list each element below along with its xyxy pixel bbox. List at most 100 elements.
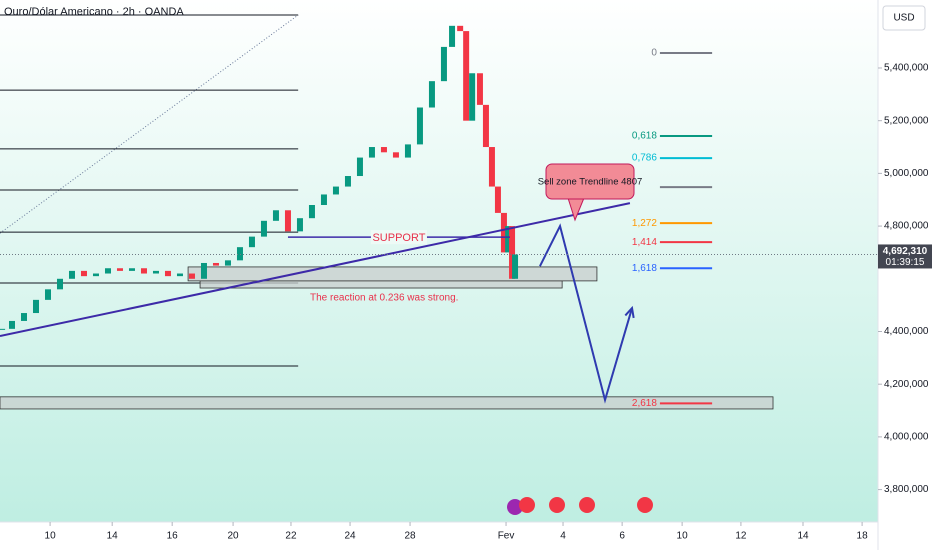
chart-title: Ouro/Dólar Americano · 2h · OANDA [4,6,184,18]
currency: USD [893,13,914,24]
candle [188,273,195,279]
y-tick-label: 5,400,000 [884,63,929,74]
event-icons [507,497,653,515]
candle [200,262,207,279]
candle [356,157,363,177]
candle [440,46,447,82]
candle [392,152,399,158]
support-label-bg [370,230,427,245]
candle [332,186,339,195]
candle [320,194,327,206]
candle [344,176,351,187]
x-tick-label: Fev [498,531,515,542]
countdown: 01:39:15 [886,257,925,268]
candle [92,273,99,277]
candle [152,270,159,274]
candle [505,226,512,253]
candle [0,328,6,330]
x-tick-label: 14 [797,531,809,542]
event-icon[interactable] [637,497,653,513]
candle [509,226,516,279]
candle [56,278,63,290]
candle [236,247,243,261]
y-tick-label: 5,000,000 [884,168,929,179]
x-tick-label: 28 [404,531,416,542]
candle [368,147,375,158]
support-label: SUPPORT [372,232,425,244]
projection [539,223,633,404]
x-tick-label: 24 [344,531,356,542]
fib-label: 1,414 [632,237,657,248]
y-tick-label: 5,200,000 [884,115,929,126]
fib-label: 2,618 [632,398,657,409]
candle [476,73,483,105]
x-tick-label: 10 [677,531,689,542]
x-tick-label: 4 [560,531,566,542]
fib-label: 0,618 [632,131,657,142]
candle [80,270,87,277]
annotation: The reaction at 0.236 was strong. [310,293,458,304]
arrow-head [624,305,635,319]
fib-label: 1,272 [632,218,657,229]
candle [512,254,519,279]
event-icon[interactable] [579,497,595,513]
callout-text: Sell zone Trendline 4807 [538,177,643,188]
y-tick-label: 4,800,000 [884,221,929,232]
candle [380,147,387,153]
candle [104,268,111,274]
zone [187,266,598,282]
candle [428,81,435,108]
candle [284,210,291,232]
candle [68,270,75,279]
x-tick-label: 6 [619,531,625,542]
y-tick-label: 4,200,000 [884,379,929,390]
price-axis [878,0,932,550]
fib-label: 1,618 [632,263,657,274]
fib-label: 0,786 [632,153,657,164]
candle [140,268,147,274]
y-tick-label: 3,800,000 [884,484,929,495]
trendline [0,202,631,337]
candle [116,268,123,271]
x-tick-label: 18 [857,531,869,542]
candle [296,218,303,232]
candle [164,270,171,277]
currency-box[interactable] [882,5,926,31]
candle [224,260,231,266]
time-axis [0,522,878,550]
candle [212,262,219,266]
candle [500,212,507,253]
price-tag [878,244,932,269]
candle [20,313,27,321]
x-tick-label: 16 [167,531,179,542]
candle [482,104,489,148]
event-icon[interactable] [507,499,523,515]
candle [308,205,315,219]
x-tick-label: 20 [228,531,240,542]
event-icon[interactable] [549,497,565,513]
candle [488,147,495,187]
fib-label: 0 [651,48,657,59]
candle [44,289,51,300]
candle [469,73,476,121]
x-tick-label: 22 [285,531,297,542]
candle [449,25,456,47]
x-tick-label: 14 [107,531,119,542]
event-icon[interactable] [519,497,535,513]
price-tag-label: 4,692,310 [883,246,928,257]
candle [463,31,470,121]
candle [260,220,267,237]
candle [404,144,411,158]
y-tick-label: 4,000,000 [884,432,929,443]
candle [8,320,15,329]
candle [32,299,39,314]
callout-box [545,163,635,200]
candle [416,107,423,145]
candle [272,210,279,221]
zone [199,280,563,289]
y-tick-label: 4,400,000 [884,326,929,337]
candle [128,268,135,271]
x-tick-label: 12 [735,531,747,542]
candle [176,273,183,277]
